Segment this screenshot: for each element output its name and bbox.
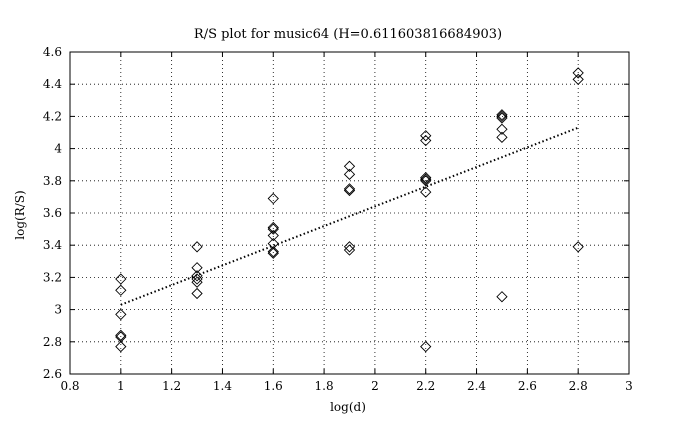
data-point-diamond (267, 221, 279, 234)
data-point-diamond (191, 273, 203, 285)
y-tick-label: 2.6 (43, 367, 62, 381)
y-tick-label: 2.8 (43, 335, 62, 349)
data-point-diamond (496, 110, 508, 123)
y-tick-label: 3 (54, 303, 62, 317)
y-tick-label: 3.8 (43, 174, 62, 188)
x-tick-label: 1.6 (264, 379, 283, 393)
data-point-diamond (496, 123, 508, 135)
grid-lines (70, 52, 629, 374)
plot-frame (69, 51, 630, 375)
x-tick-label: 2.8 (569, 379, 588, 393)
data-point-diamond (191, 262, 203, 274)
x-tick-label: 2.4 (467, 379, 486, 393)
data-point-diamond (267, 192, 279, 205)
data-point-diamond (420, 171, 432, 184)
data-point-diamond (572, 73, 584, 86)
x-tick-label: 1.2 (162, 379, 181, 393)
data-point-diamond (496, 109, 508, 121)
data-point-diamond (496, 291, 508, 303)
y-tick-labels: 2.6 2.8 3 3.2 3.4 3.6 3.8 4 4.2 4.4 4.6 (43, 45, 62, 381)
x-tick-label: 1.4 (213, 379, 232, 393)
data-point-diamond (420, 130, 432, 142)
data-point-diamond (115, 273, 127, 285)
y-axis-label: log(R/S) (13, 190, 27, 239)
data-point-diamond (191, 241, 203, 253)
data-point-diamond (267, 246, 279, 258)
data-point-diamond (343, 244, 356, 256)
data-point-diamond (191, 287, 203, 300)
data-point-diamond (343, 183, 356, 195)
x-axis-label: log(d) (330, 400, 366, 414)
y-tick-label: 3.2 (43, 270, 62, 284)
data-points (115, 67, 584, 353)
data-point-diamond (267, 247, 279, 259)
data-point-diamond (496, 131, 508, 143)
data-point-diamond (115, 284, 127, 296)
fit-line (120, 126, 579, 306)
fit-line-group (120, 126, 579, 306)
axis-ticks (69, 51, 630, 375)
x-tick-label: 1 (117, 379, 125, 393)
data-point-diamond (267, 223, 279, 235)
x-tick-label: 2.2 (416, 379, 435, 393)
x-tick-labels: 0.8 1 1.2 1.4 1.6 1.8 2 2.2 2.4 2.6 2.8 3 (60, 379, 632, 393)
y-tick-label: 3.6 (43, 206, 62, 220)
y-tick-label: 4.6 (43, 45, 62, 59)
data-point-diamond (420, 186, 432, 198)
data-point-diamond (572, 67, 584, 79)
data-point-diamond (267, 229, 279, 242)
data-point-diamond (191, 276, 203, 288)
chart-title: R/S plot for music64 (H=0.61160381668490… (194, 27, 502, 42)
x-tick-label: 1.8 (315, 379, 334, 393)
data-point-diamond (115, 329, 127, 341)
x-tick-label: 2.6 (518, 379, 537, 393)
data-point-diamond (420, 175, 432, 187)
data-point-diamond (115, 308, 127, 321)
y-tick-label: 3.4 (43, 238, 62, 252)
data-point-diamond (343, 241, 356, 253)
data-point-diamond (343, 184, 356, 197)
data-point-diamond (420, 134, 432, 147)
x-tick-label: 0.8 (60, 379, 79, 393)
data-point-diamond (420, 340, 432, 353)
data-point-diamond (496, 112, 508, 124)
x-tick-label: 2 (371, 379, 379, 393)
data-point-diamond (191, 270, 203, 282)
y-tick-label: 4 (54, 142, 62, 156)
data-point-diamond (115, 340, 127, 353)
data-point-diamond (343, 168, 356, 180)
y-tick-label: 4.2 (43, 109, 62, 123)
data-point-diamond (343, 160, 356, 172)
y-tick-label: 4.4 (43, 77, 62, 91)
data-point-diamond (420, 173, 432, 185)
data-point-diamond (572, 241, 584, 253)
x-tick-label: 3 (625, 379, 633, 393)
